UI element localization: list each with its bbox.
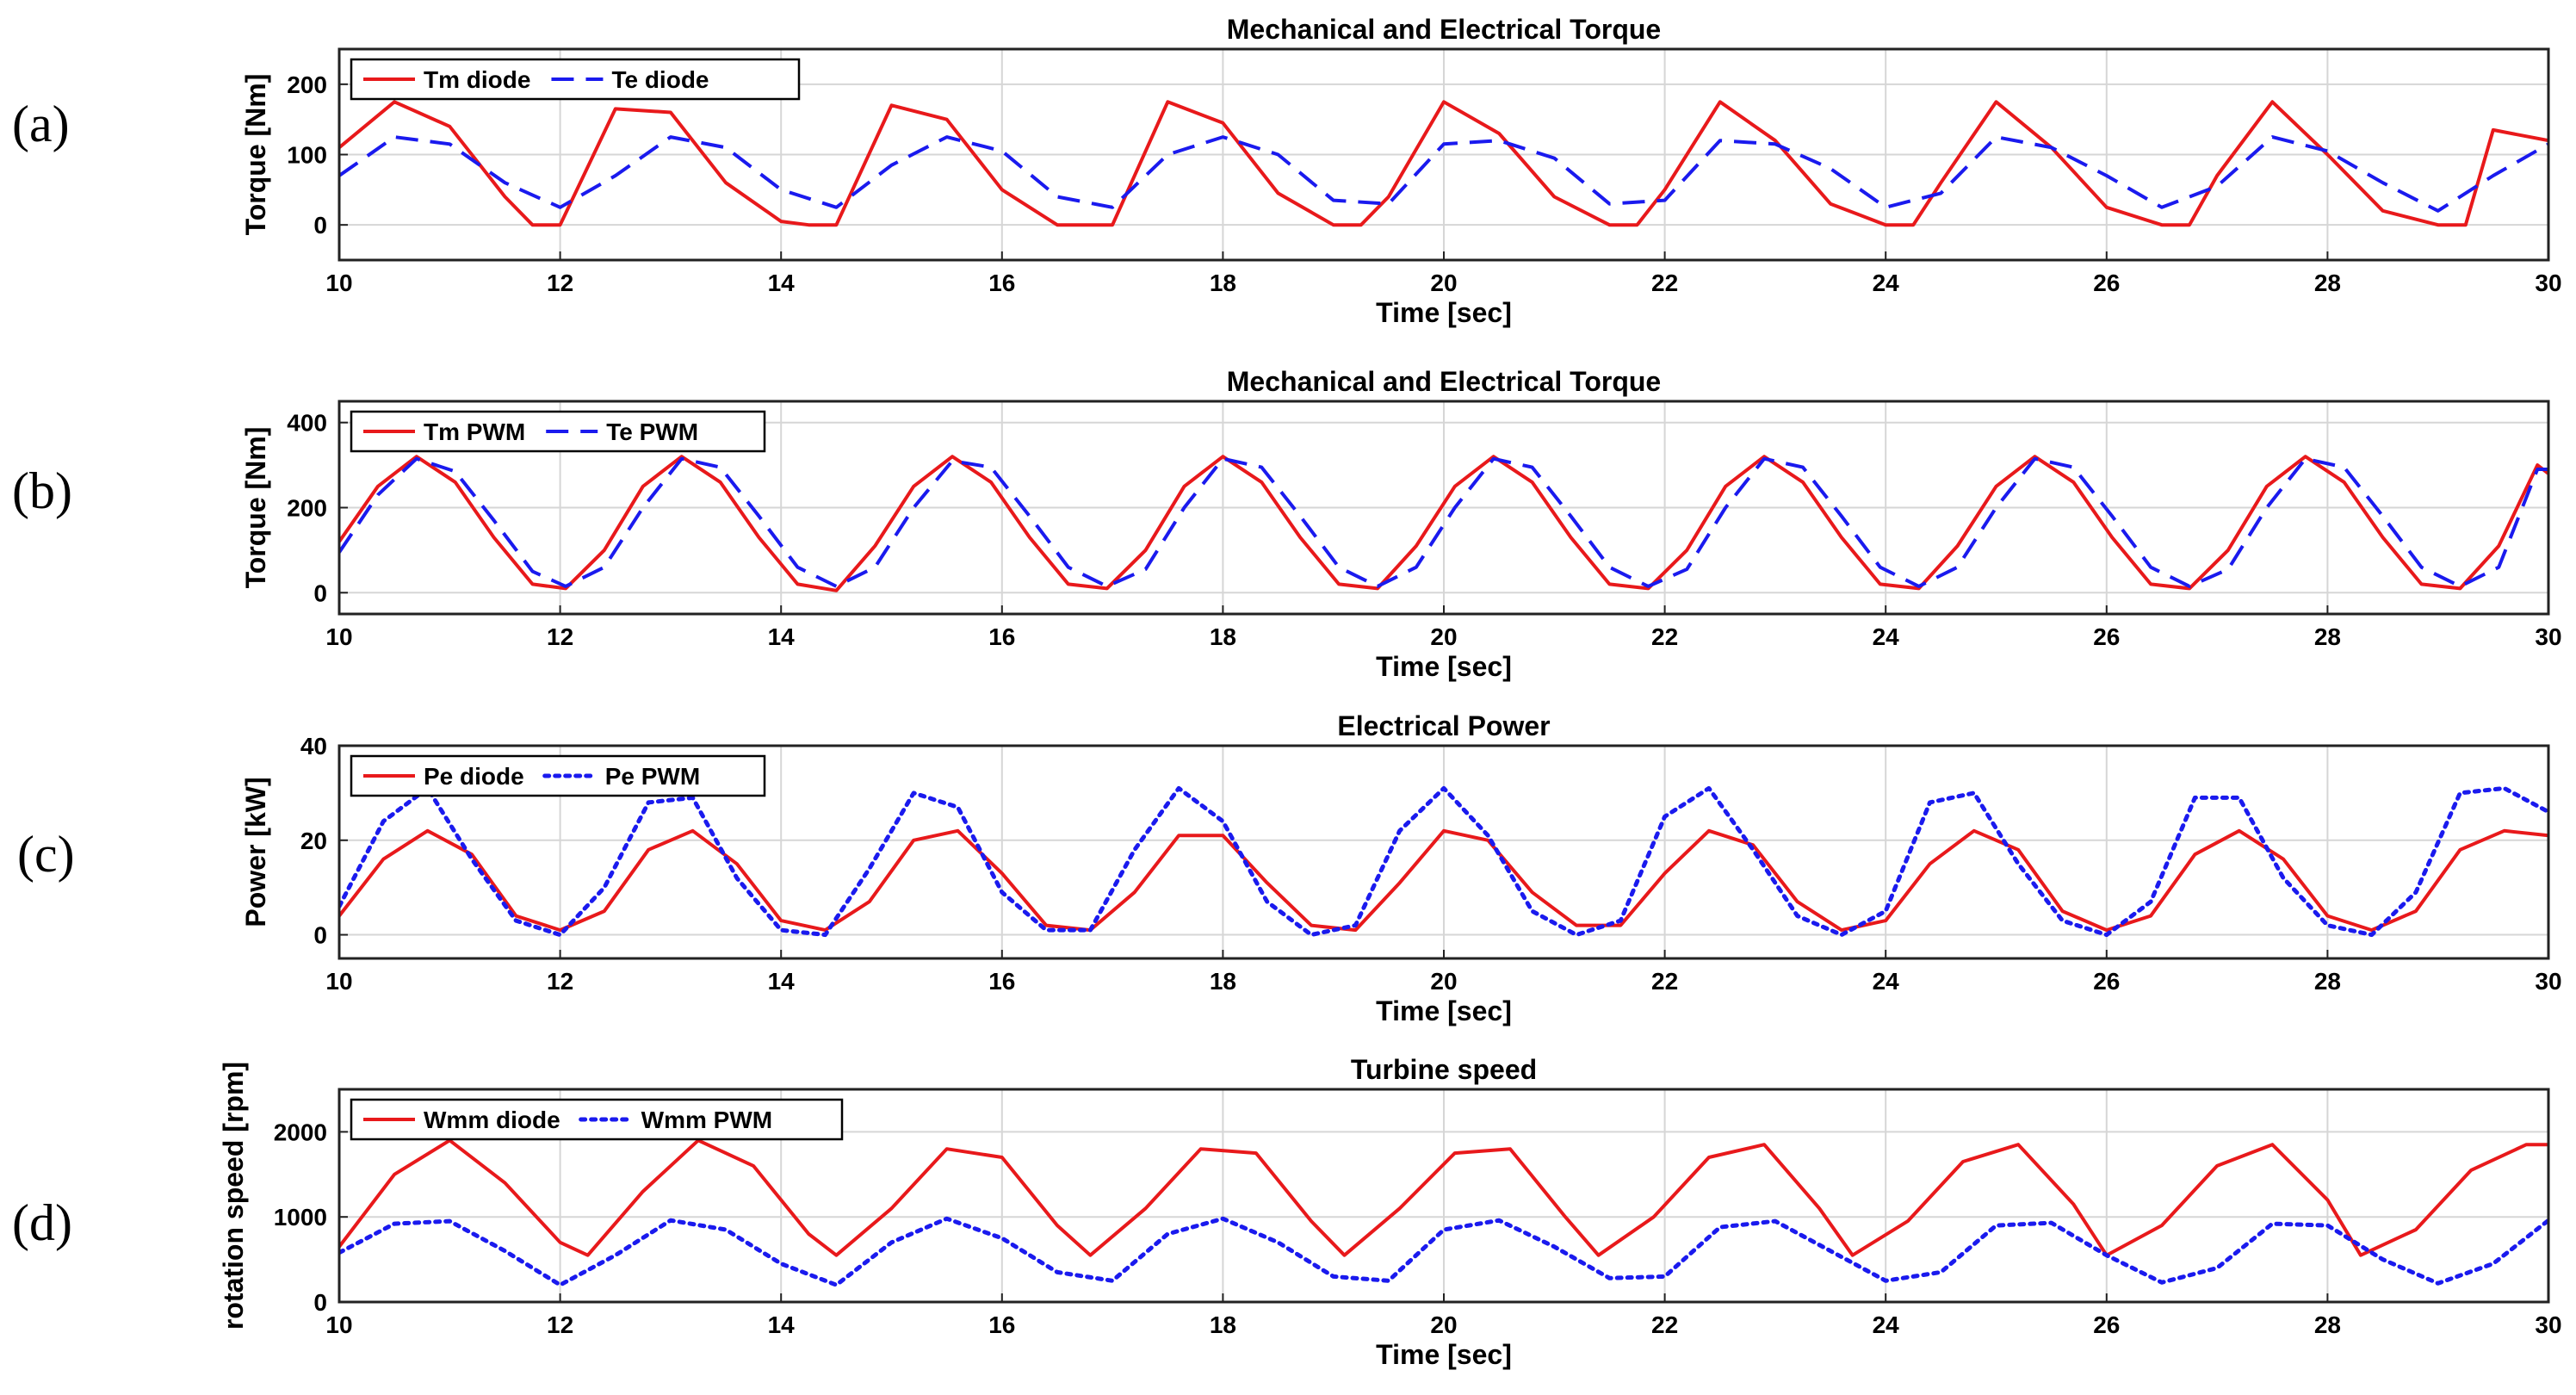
chart-1-x-tick-label-4: 18 [1210,270,1236,296]
chart-2-series-tm-pwm [339,455,2548,592]
chart-3-legend: Pe diode Pe PWM [350,754,766,797]
chart-4-y-tick-label-0: 0 [313,1289,327,1316]
chart-2-x-tick-label-3: 16 [988,623,1015,650]
chart-2-y-tick-label-2: 400 [287,410,327,437]
chart-1-y-tick-label-1: 100 [287,142,327,169]
chart-2-x-tick-label-6: 22 [1651,623,1678,650]
chart-3-y-tick-label-2: 40 [300,733,327,760]
chart-2-x-tick-label-0: 10 [325,623,352,650]
panel-label-a: (a) [12,96,70,152]
torque-pwm-plot: 10 12 14 16 18 20 22 24 26 28 30 0 200 400 Mechanical … [240,366,2562,682]
chart-3-x-tick-label-0: 10 [325,968,352,995]
panel-label-d: (d) [12,1194,72,1251]
chart-1-series-te-diode [339,135,2548,213]
chart-3-title: Electrical Power [1337,710,1550,741]
chart-3-y-tick-label-1: 20 [300,828,327,854]
chart-4-x-tick-label-6: 22 [1651,1311,1678,1338]
chart-2-x-tick-label-5: 20 [1430,623,1457,650]
chart-3-x-tick-label-9: 28 [2314,968,2341,995]
chart-1-legend-box [350,58,801,101]
chart-3-x-tick-label-1: 12 [547,968,573,995]
chart-3-y-tick-label-0: 0 [313,922,327,949]
chart-1-legend-label-tm-diode: Tm diode [424,66,530,93]
chart-1-series-tm-diode [339,100,2548,227]
chart-4-x-tick-label-7: 24 [1873,1311,1900,1338]
chart-3-x-tick-label-3: 16 [988,968,1015,995]
chart-1-x-tick-label-1: 12 [547,270,573,296]
chart-2-y-tick-label-0: 0 [313,580,327,606]
chart-4-x-tick-label-2: 14 [768,1311,796,1338]
chart-2-legend-label-tm-pwm: Tm PWM [424,418,525,445]
chart-4-legend: Wmm diode Wmm PWM [350,1098,844,1141]
chart-3-legend-label-pe-pwm: Pe PWM [605,763,700,790]
chart-1-x-tick-label-6: 22 [1651,270,1678,296]
chart-1-x-tick-label-10: 30 [2535,270,2561,296]
chart-1-legend-label-te-diode: Te diode [611,66,709,93]
chart-2-x-tick-label-10: 30 [2535,623,2561,650]
chart-3-x-tick-label-4: 18 [1210,968,1236,995]
chart-3-x-tick-label-2: 14 [768,968,796,995]
panel-label-b: (b) [12,462,72,519]
chart-4-series-wmm-pwm [339,1216,2548,1287]
chart-1-x-tick-label-0: 10 [325,270,352,296]
chart-2-x-axis-label: Time [sec] [1376,651,1512,682]
panel-label-c: (c) [17,826,75,883]
chart-2-x-tick-label-9: 28 [2314,623,2341,650]
chart-2-x-tick-label-1: 12 [547,623,573,650]
chart-3-x-tick-label-10: 30 [2535,968,2561,995]
chart-1-y-tick-label-0: 0 [313,212,327,239]
chart-4-y-tick-label-2: 2000 [274,1119,327,1145]
chart-2-y-axis-label: Torque [Nm] [240,427,271,589]
chart-3-series-pe-pwm [339,785,2548,938]
chart-2-title: Mechanical and Electrical Torque [1227,366,1661,397]
chart-4-x-tick-label-5: 20 [1430,1311,1457,1338]
chart-2-legend-label-te-pwm: Te PWM [606,418,698,445]
chart-3-y-axis-label: Power [kW] [240,777,271,927]
chart-3-legend-label-pe-diode: Pe diode [424,763,524,790]
chart-1-x-tick-label-7: 24 [1873,270,1900,296]
chart-3-x-tick-label-6: 22 [1651,968,1678,995]
chart-2-x-tick-label-2: 14 [768,623,796,650]
chart-1-x-tick-label-8: 26 [2093,270,2120,296]
chart-4-title: Turbine speed [1351,1054,1537,1085]
chart-2-legend: Tm PWM Te PWM [350,410,766,453]
chart-1-x-tick-label-3: 16 [988,270,1015,296]
chart-1-legend: Tm diode Te diode [350,58,801,101]
chart-3-x-tick-label-8: 26 [2093,968,2120,995]
chart-3-x-tick-label-5: 20 [1430,968,1457,995]
chart-4-x-tick-label-8: 26 [2093,1311,2120,1338]
chart-3-x-axis-label: Time [sec] [1376,995,1512,1026]
chart-4-x-tick-label-3: 16 [988,1311,1015,1338]
chart-4-x-tick-label-9: 28 [2314,1311,2341,1338]
chart-2-x-tick-label-8: 26 [2093,623,2120,650]
chart-4-legend-label-wmm-pwm: Wmm PWM [641,1107,772,1133]
chart-4-x-tick-label-4: 18 [1210,1311,1236,1338]
chart-4-x-tick-label-0: 10 [325,1311,352,1338]
chart-1-y-axis-label: Torque [Nm] [240,74,271,236]
chart-1-x-tick-label-9: 28 [2314,270,2341,296]
turbine-speed-plot: 10 12 14 16 18 20 22 24 26 28 30 0 1000 2000 Turbine s… [218,1054,2562,1370]
chart-3-series-pe-diode [339,828,2548,933]
chart-1-y-tick-label-2: 200 [287,71,327,98]
chart-1-x-axis-label: Time [sec] [1376,297,1512,328]
chart-2-x-tick-label-4: 18 [1210,623,1236,650]
chart-2-x-tick-label-7: 24 [1873,623,1900,650]
chart-2-y-tick-label-1: 200 [287,495,327,522]
chart-4-x-tick-label-10: 30 [2535,1311,2561,1338]
chart-1-x-tick-label-5: 20 [1430,270,1457,296]
chart-4-y-tick-label-1: 1000 [274,1204,327,1231]
chart-4-series-wmm-diode [339,1138,2548,1257]
chart-2-series-te-pwm [339,456,2548,588]
torque-diode-plot: 10 12 14 16 18 20 22 24 26 28 30 0 100 200 Mechanical … [240,14,2562,328]
chart-3-x-tick-label-7: 24 [1873,968,1900,995]
chart-1-x-tick-label-2: 14 [768,270,796,296]
chart-1-title: Mechanical and Electrical Torque [1227,14,1661,45]
chart-4-x-axis-label: Time [sec] [1376,1339,1512,1370]
chart-4-x-tick-label-1: 12 [547,1311,573,1338]
chart-4-legend-label-wmm-diode: Wmm diode [424,1107,560,1133]
chart-4-y-axis-label: rotation speed [rpm] [218,1062,249,1330]
electrical-power-plot: 10 12 14 16 18 20 22 24 26 28 30 0 20 40 Electrical Po… [240,710,2562,1026]
